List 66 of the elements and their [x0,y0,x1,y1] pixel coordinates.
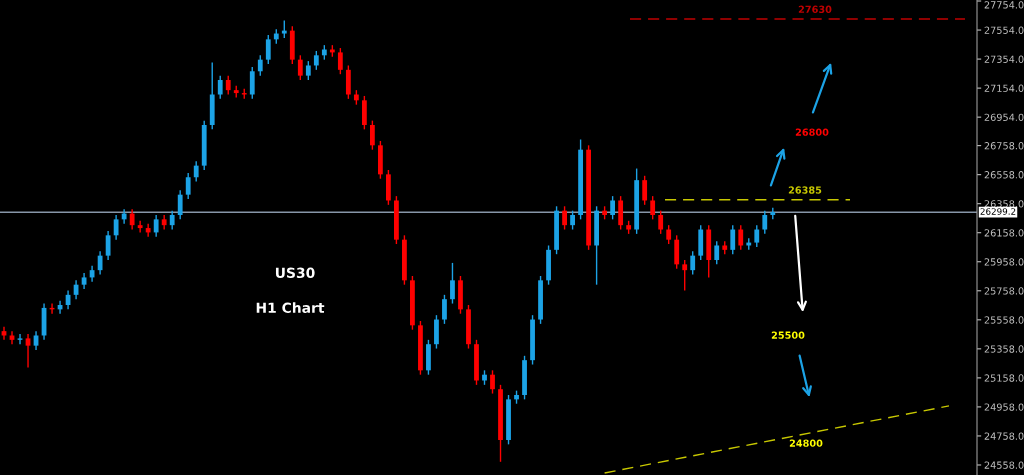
y-tick-label: 26558.0 [984,171,1024,179]
candlestick [714,240,720,266]
candlestick [217,74,223,100]
candlestick [249,66,255,100]
y-tick-label: 24558.0 [984,461,1024,469]
candlestick [161,214,167,231]
candlestick [442,294,447,325]
candlestick [666,224,672,245]
candlestick [153,214,159,238]
candlestick [257,54,263,77]
y-tick-label: 25558.0 [984,316,1024,324]
ref-line-label: 27630 [798,5,832,13]
candlestick [17,333,23,345]
y-tick-label: 25358.0 [984,345,1024,353]
candlestick [33,330,39,351]
y-tick-label: 24758.0 [984,432,1024,440]
candlestick [97,250,103,276]
annotation: 26800 [795,128,829,136]
candlestick [450,262,455,305]
y-tick-label: 26158.0 [984,229,1024,237]
y-tick-label: 25758.0 [984,287,1024,295]
candlestick [105,230,111,261]
candlestick [610,195,616,221]
candlestick [690,250,696,276]
y-tick-label: 26758.0 [984,142,1024,150]
y-tick-label: 27554.0 [984,26,1024,34]
candlestick [305,60,311,81]
candlestick [25,333,31,369]
candlestick [658,209,664,235]
y-tick-label: 25958.0 [984,258,1024,266]
candlestick [113,214,119,241]
annotation: 25500 [771,331,805,339]
y-tick-label: 25158.0 [984,374,1024,382]
y-tick-label: 26358.0 [984,200,1024,208]
candlestick [682,259,688,292]
y-tick-label: 27354.0 [984,55,1024,63]
candlestick [129,208,135,231]
candlestick [738,224,744,251]
candlestick [369,119,375,151]
candlestick [490,369,495,395]
candlestick [177,189,183,221]
candlestick [185,172,191,200]
annotation: 24800 [789,439,823,447]
candlestick [297,54,303,81]
candlestick [193,160,199,183]
y-tick-label: 27754.0 [984,1,1024,9]
y-tick-label: 24958.0 [984,403,1024,411]
candlestick [265,34,271,65]
candlestick [145,223,151,238]
y-tick-label: 26954.0 [984,113,1024,121]
candlestick [730,224,736,255]
y-tick-label: 27154.0 [984,84,1024,92]
candlestick [225,74,231,96]
ref-line-label: 26385 [788,186,822,194]
candlestick [650,195,656,221]
candlestick [570,209,575,231]
candlestick [313,50,319,71]
candlestick [337,47,343,75]
candlestick [642,175,648,206]
candlestick [762,209,768,235]
text: H1 Chart [256,302,325,314]
candlestick [754,224,760,248]
candlestick [169,209,175,231]
candlestick [562,205,567,231]
candlestick [137,220,143,234]
text: US30 [275,267,315,279]
